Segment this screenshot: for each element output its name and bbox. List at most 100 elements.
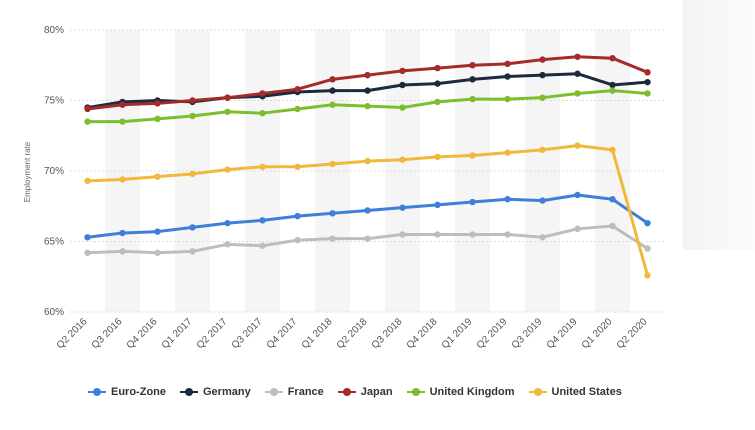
data-point [119,229,126,237]
data-point [189,97,196,104]
data-point [574,191,581,199]
data-point [434,64,441,72]
series-france [84,222,651,256]
legend-label: Japan [360,386,393,398]
data-point [504,149,511,156]
legend-marker-icon [180,387,198,397]
data-point [329,101,336,108]
data-point [294,105,301,113]
legend-label: Euro-Zone [111,386,166,398]
data-point [469,198,476,206]
y-tick-label: 80% [44,25,64,36]
data-point [644,272,651,279]
data-point [539,234,546,241]
x-tick-label: Q2 2019 [475,316,510,351]
x-tick-label: Q2 2017 [195,316,230,351]
legend-marker-icon [337,387,356,397]
x-tick-label: Q3 2016 [90,316,125,351]
legend-item[interactable]: Germany [180,386,251,398]
data-point [539,71,546,79]
data-point [259,163,266,170]
legend-marker-icon [264,387,283,397]
data-point [644,90,651,97]
legend-label: United Kingdom [429,386,515,398]
data-point [609,146,616,154]
data-point [644,78,651,86]
data-point [609,222,616,230]
data-point [84,118,91,125]
data-point [189,170,196,178]
data-point [469,62,476,69]
data-point [364,102,371,110]
data-point [294,236,301,244]
x-tick-label: Q3 2018 [370,316,405,351]
data-point [119,176,126,183]
data-point [504,73,511,80]
data-point [574,70,581,77]
data-point [224,219,231,227]
series-united-kingdom [84,87,651,125]
y-tick-label: 70% [44,166,64,177]
data-point [154,173,161,180]
x-tick-label: Q2 2016 [55,316,90,351]
series-japan [84,53,651,113]
x-tick-label: Q3 2019 [510,316,545,351]
legend-marker-icon [88,387,106,397]
data-point [434,80,441,87]
legend-label: France [287,386,324,398]
x-tick-label: Q4 2016 [125,316,160,351]
data-point [609,196,616,203]
data-point [189,112,196,120]
data-point [574,53,581,60]
data-point [469,95,476,103]
data-point [469,231,476,238]
right-edge-shade [683,0,755,250]
data-point [329,210,336,217]
data-point [119,248,126,255]
data-point [434,201,441,209]
data-point [84,177,91,185]
data-point [84,234,91,241]
series-euro-zone [84,191,651,241]
legend-item[interactable]: Japan [337,386,393,398]
data-point [259,90,266,97]
legend-item[interactable]: United Kingdom [406,386,515,398]
legend-marker-icon [528,387,547,397]
data-point [574,90,581,97]
y-tick-label: 65% [44,237,64,248]
data-point [329,160,336,168]
legend: Euro-Zone Germany France Japan United Kingdo… [88,386,622,398]
data-point [154,115,161,123]
data-point [329,87,336,94]
data-point [644,69,651,76]
y-axis-ticks: 60% 65% 70% 75% 80% [44,25,64,318]
data-point [399,204,406,211]
legend-label: Germany [203,386,251,398]
data-point [224,241,231,248]
data-point [609,87,616,94]
y-tick-label: 60% [44,307,64,318]
data-point [224,94,231,101]
data-point [539,146,546,154]
legend-item[interactable]: France [264,386,324,398]
data-point [434,231,441,238]
data-point [574,142,581,149]
legend-item[interactable]: Euro-Zone [88,386,166,398]
data-point [399,156,406,163]
data-point [399,81,406,89]
data-point [224,166,231,173]
data-point [119,101,126,108]
data-point [259,109,266,117]
legend-item[interactable]: United States [528,386,622,398]
data-point [539,197,546,204]
data-point [364,235,371,242]
x-axis-ticks: Q2 2016 Q3 2016 Q4 2016 Q1 2017 Q2 2017 Q3 20… [55,316,650,351]
x-tick-label: Q4 2018 [405,316,440,351]
data-point [539,56,546,63]
legend-marker-icon [406,387,425,397]
data-point [504,231,511,238]
data-point [84,105,91,113]
data-point [294,86,301,93]
y-axis-label: Employment rate [23,141,32,202]
data-point [504,196,511,203]
